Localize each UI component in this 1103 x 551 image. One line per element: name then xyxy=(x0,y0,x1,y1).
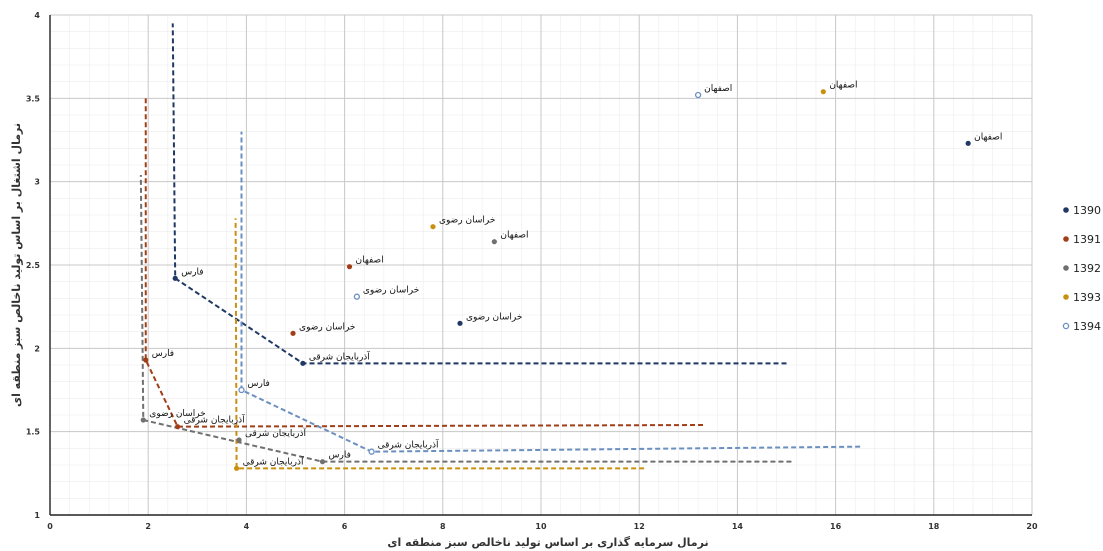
point-label: خراسان رضوی xyxy=(363,286,419,296)
frontier-line-1390 xyxy=(171,23,787,365)
frontier-line-1394 xyxy=(240,131,861,453)
data-point-1392 xyxy=(236,437,242,443)
y-tick-label: 1 xyxy=(34,511,40,520)
x-tick-label: 20 xyxy=(1026,522,1038,531)
data-point-1390 xyxy=(172,275,178,281)
data-point-1392 xyxy=(140,417,146,423)
x-tick-label: 18 xyxy=(928,522,940,531)
data-point-1392 xyxy=(491,239,497,245)
legend-marker-1390 xyxy=(1063,207,1069,213)
point-label: فارس xyxy=(329,451,351,461)
frontier-line-1392 xyxy=(139,174,792,463)
data-point-1391 xyxy=(346,264,353,270)
data-point-1391 xyxy=(175,424,181,430)
point-label: خراسان رضوی xyxy=(439,216,495,226)
legend-marker-1393 xyxy=(1063,294,1069,300)
y-tick-label: 3 xyxy=(34,178,40,187)
point-label: فارس xyxy=(152,349,174,359)
y-tick-label: 3.5 xyxy=(26,94,41,103)
legend-label-1394: 1394 xyxy=(1073,320,1101,333)
data-point-1394 xyxy=(368,448,375,455)
point-label: خراسان رضوی xyxy=(466,312,522,322)
x-tick-label: 14 xyxy=(732,522,744,531)
x-tick-label: 10 xyxy=(535,522,547,531)
y-tick-label: 1.5 xyxy=(26,428,41,437)
data-point-1393 xyxy=(430,224,436,230)
data-point-1393 xyxy=(233,465,240,471)
data-point-1394 xyxy=(694,91,702,99)
point-label: اصفهان xyxy=(500,231,528,241)
y-tick-label: 4 xyxy=(34,11,40,20)
x-tick-label: 0 xyxy=(47,522,53,531)
x-axis-ticks: 0 2 4 6 8 10 12 14 16 18 20 xyxy=(47,522,1038,531)
legend-label-1392: 1392 xyxy=(1073,262,1101,275)
point-label: اصفهان xyxy=(829,81,857,91)
legend-marker-1394 xyxy=(1062,322,1070,330)
point-label: فارس xyxy=(181,267,203,277)
data-point-1391 xyxy=(143,357,149,363)
frontier-line-1391 xyxy=(144,98,704,428)
data-point-1394 xyxy=(238,386,245,394)
legend-marker-1392 xyxy=(1063,265,1069,271)
point-label: فارس xyxy=(247,379,269,389)
point-label: آذربایجان شرقی xyxy=(184,414,245,426)
x-tick-label: 16 xyxy=(830,522,842,531)
axes xyxy=(49,15,1032,516)
data-point-1390 xyxy=(457,320,463,326)
point-label: اصفهان xyxy=(356,256,384,266)
x-tick-label: 6 xyxy=(342,522,348,531)
x-tick-label: 4 xyxy=(244,522,250,531)
x-axis-title: نرمال سرمایه گذاری بر اساس تولید ناخالص … xyxy=(387,536,708,549)
legend: 1390 1391 1392 1393 1394 xyxy=(1062,204,1101,333)
data-point-1394 xyxy=(353,293,361,300)
y-axis-ticks: 1 1.5 2 2.5 3 3.5 4 xyxy=(26,11,41,520)
data-point-1390 xyxy=(300,360,306,366)
data-point-1393 xyxy=(820,89,826,95)
legend-marker-1391 xyxy=(1063,236,1069,242)
data-point-1390 xyxy=(965,140,971,146)
x-tick-label: 12 xyxy=(634,522,645,531)
y-axis-title: نرمال اشتغال بر اساس تولید ناخالص سبز من… xyxy=(10,123,23,407)
point-label: آذربایجان شرقی xyxy=(243,455,304,467)
point-label: آذربایجان شرقی xyxy=(245,427,306,439)
y-tick-label: 2 xyxy=(34,344,40,353)
point-label: آذربایجان شرقی xyxy=(309,350,370,362)
x-tick-label: 8 xyxy=(440,522,446,531)
frontier-lines xyxy=(139,23,861,470)
legend-label-1390: 1390 xyxy=(1073,204,1101,217)
data-point-1391 xyxy=(290,330,296,336)
y-tick-label: 2.5 xyxy=(26,261,41,270)
point-label: خراسان رضوی xyxy=(149,409,205,419)
point-label: اصفهان xyxy=(974,132,1002,142)
point-label: آذربایجان شرقی xyxy=(378,439,439,451)
point-label: خراسان رضوی xyxy=(299,322,355,332)
legend-label-1393: 1393 xyxy=(1073,291,1101,304)
data-point-1392 xyxy=(319,459,326,465)
x-tick-label: 2 xyxy=(145,522,151,531)
legend-label-1391: 1391 xyxy=(1073,233,1101,246)
data-points xyxy=(140,89,971,471)
point-label: اصفهان xyxy=(704,84,732,94)
